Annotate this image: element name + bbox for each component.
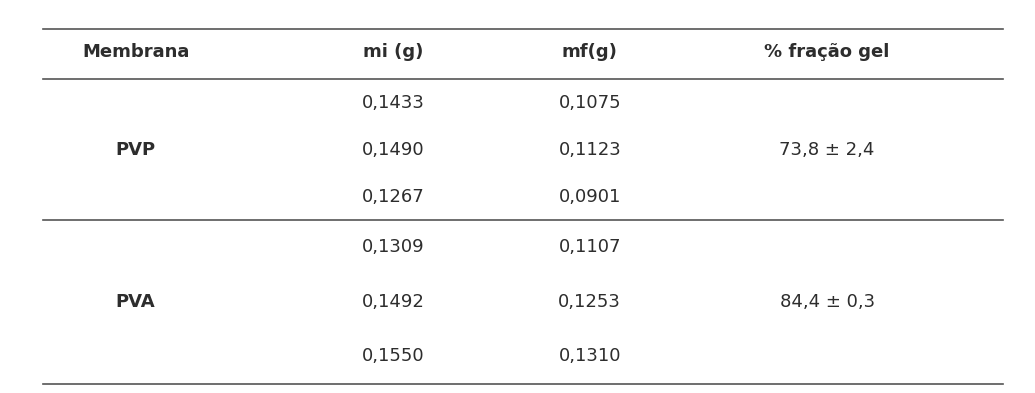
Text: 0,1550: 0,1550 — [362, 347, 425, 365]
Text: 0,1075: 0,1075 — [559, 94, 621, 112]
Text: 0,1253: 0,1253 — [558, 293, 621, 311]
Text: % fração gel: % fração gel — [765, 43, 890, 61]
Text: 0,1309: 0,1309 — [362, 238, 425, 256]
Text: 0,0901: 0,0901 — [559, 187, 621, 206]
Text: 0,1107: 0,1107 — [559, 238, 621, 256]
Text: mf(g): mf(g) — [562, 43, 618, 61]
Text: Membrana: Membrana — [82, 43, 189, 61]
Text: 0,1310: 0,1310 — [559, 347, 621, 365]
Text: 0,1267: 0,1267 — [362, 187, 425, 206]
Text: mi (g): mi (g) — [363, 43, 423, 61]
Text: 73,8 ± 2,4: 73,8 ± 2,4 — [779, 141, 875, 159]
Text: 0,1123: 0,1123 — [558, 141, 621, 159]
Text: PVA: PVA — [116, 293, 155, 311]
Text: 0,1490: 0,1490 — [362, 141, 425, 159]
Text: 0,1492: 0,1492 — [362, 293, 425, 311]
Text: PVP: PVP — [116, 141, 155, 159]
Text: 0,1433: 0,1433 — [362, 94, 425, 112]
Text: 84,4 ± 0,3: 84,4 ± 0,3 — [779, 293, 875, 311]
